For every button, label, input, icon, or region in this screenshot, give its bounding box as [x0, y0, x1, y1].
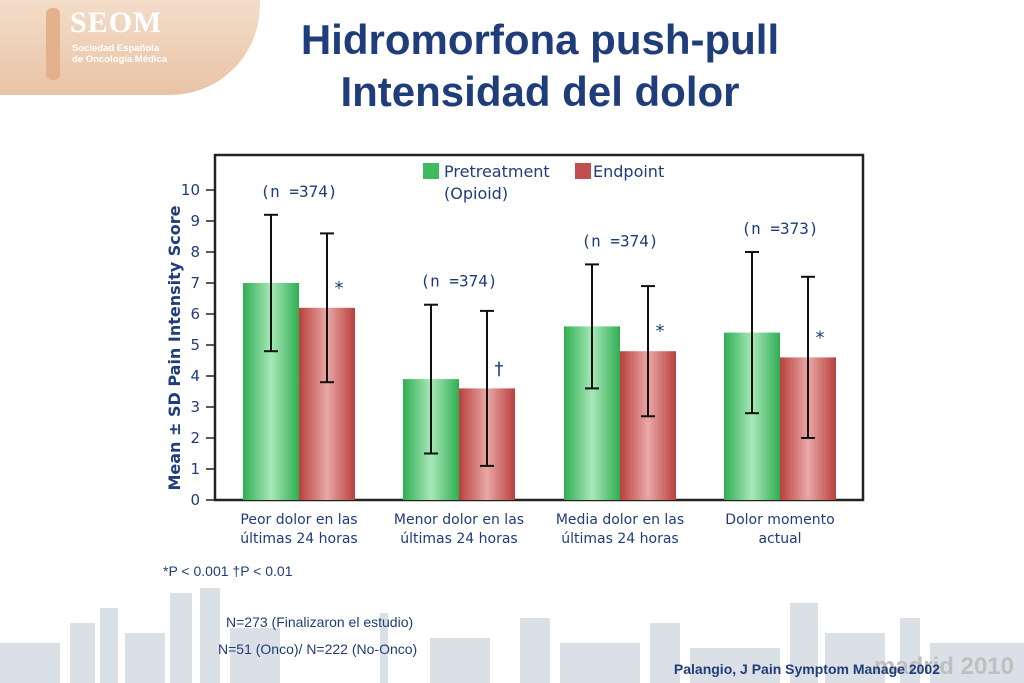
y-tick-label: 8 [190, 243, 200, 261]
x-category-label: Dolor momento [725, 512, 834, 528]
y-tick-label: 5 [190, 336, 200, 354]
significance-mark: * [656, 321, 665, 342]
legend-label-endpoint: Endpoint [593, 162, 664, 181]
y-tick-label: 6 [190, 305, 200, 323]
y-axis-label: Mean ± SD Pain Intensity Score [165, 205, 184, 490]
y-tick-label: 4 [190, 367, 200, 385]
bar-chart: 0 1 2 3 4 5 6 7 8 9 10 * (n =374) Peor dolor en las ú… [165, 153, 865, 547]
x-category-label: Peor dolor en las [240, 512, 357, 528]
y-tick-label: 10 [181, 181, 200, 199]
x-category-label: Media dolor en las [556, 512, 684, 528]
legend-label-pretreatment: Pretreatment [444, 162, 550, 181]
slide-title-line1: Hidromorfona push-pull [300, 16, 780, 63]
n-label: (n =374) [581, 231, 658, 250]
seom-logo: SEOM [70, 6, 163, 39]
x-category-label: últimas 24 horas [240, 531, 357, 547]
madrid-watermark: madrid 2010 [873, 653, 1014, 680]
legend-swatch-endpoint [575, 163, 591, 179]
significance-mark: * [816, 327, 825, 348]
sample-size-note: N=273 (Finalizaron el estudio) [226, 614, 414, 630]
y-tick-label: 2 [190, 429, 200, 447]
slide-title-line2: Intensidad del dolor [340, 68, 740, 115]
x-category-label: actual [758, 531, 801, 547]
legend-swatch-pretreatment [423, 163, 439, 179]
y-tick-label: 9 [190, 212, 200, 230]
seom-logo-mark [46, 8, 60, 80]
significance-mark: * [335, 278, 344, 299]
n-label: (n =374) [420, 272, 497, 291]
x-category-label: Menor dolor en las [394, 512, 524, 528]
significance-mark: † [495, 358, 504, 379]
seom-logo-subtitle: Sociedad Española de Oncología Médica [72, 43, 202, 65]
slide-title: Hidromorfona push-pull Intensidad del do… [230, 14, 850, 118]
seom-logo-band: SEOM Sociedad Española de Oncología Médi… [0, 0, 260, 95]
source-citation: Palangio, J Pain Symptom Manage 2002 [673, 661, 940, 677]
y-tick-label: 1 [190, 460, 200, 478]
y-tick-label: 0 [190, 491, 200, 509]
n-label: (n =373) [741, 219, 818, 238]
seom-subtitle-line1: Sociedad Española [72, 43, 160, 54]
x-category-label: últimas 24 horas [561, 531, 678, 547]
legend: Pretreatment (Opioid) Endpoint [423, 162, 664, 203]
n-label: (n =374) [260, 182, 337, 201]
sample-split-note: N=51 (Onco)/ N=222 (No-Onco) [218, 641, 418, 657]
significance-footnote: *P < 0.001 †P < 0.01 [163, 563, 293, 579]
city-skyline-decoration [0, 588, 1024, 683]
y-tick-label: 7 [190, 274, 200, 292]
x-category-label: últimas 24 horas [400, 531, 517, 547]
y-tick-label: 3 [190, 398, 200, 416]
legend-label-pretreatment-line2: (Opioid) [444, 184, 508, 203]
seom-subtitle-line2: de Oncología Médica [72, 54, 168, 65]
